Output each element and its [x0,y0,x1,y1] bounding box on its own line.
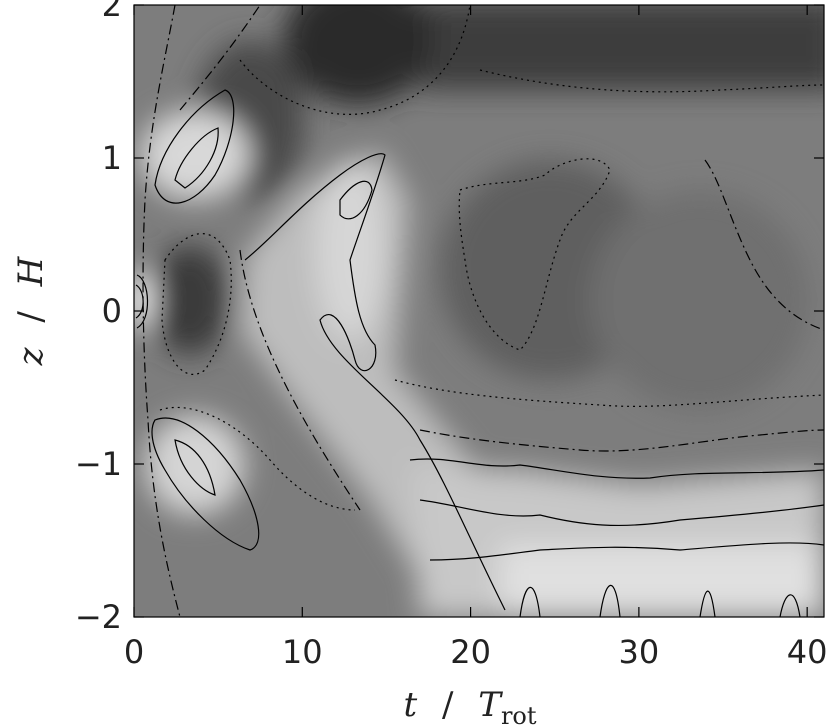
x-axis-label: t / Trot [403,685,536,725]
x-tick-label: 0 [124,633,144,671]
x-tick-label: 10 [282,633,323,671]
contour-dashdot-lower [419,429,824,452]
contour-solid-bottom-spikes [519,584,801,617]
x-tick-label: 40 [787,633,826,671]
x-tick-label: 30 [619,633,660,671]
brightest-band-bottom [500,545,824,617]
contour-solid-origin [136,274,149,329]
y-tick-label: −2 [75,598,122,636]
contour-dashdot-left [142,5,181,617]
contour-lines [135,5,824,617]
dark-blob-center [150,245,230,355]
y-tick-label: −1 [75,445,122,483]
contour-dashdot-right [704,159,824,331]
contour-solid-lower-blob [151,417,260,551]
contour-solid-lower-blob-inner [174,439,216,496]
bright-spot-origin [134,270,154,330]
contour-solid-diagonal [244,153,506,611]
contour-dotted-upper [239,5,471,115]
y-axis-ticks: −2 −1 0 1 2 [75,0,824,636]
contour-solid-upper-blob-inner [174,127,219,189]
y-tick-label: 1 [102,139,122,177]
contour-dashdot-upper [179,5,261,111]
y-axis-label: z / H [11,255,51,366]
contour-solid-lower-band-mid [419,499,824,527]
contour-solid-lower-band-top [409,458,824,479]
bright-ridge [315,160,385,340]
dark-band-top [420,5,824,90]
contour-solid-origin-inner [135,284,144,319]
contour-solid-lower-band-bottom [429,542,824,561]
y-tick-label: 0 [102,292,122,330]
contour-dotted-middle [458,158,611,351]
x-axis-ticks: 0 10 20 30 40 [124,5,826,671]
dark-region-right [590,190,810,410]
contour-dashdot-lower-left [239,249,361,511]
contour-solid-diagonal-inner [339,180,373,220]
dark-blob-top [283,5,433,105]
bright-blob-upper [140,110,250,200]
y-tick-label: 2 [102,0,122,24]
bright-blob-lower [145,415,245,515]
contour-dotted-lower-left [159,406,356,511]
x-tick-label: 20 [450,633,491,671]
contour-dotted-lower [394,379,824,407]
contour-solid-upper-blob [154,89,235,204]
heatmap-field [134,5,824,617]
